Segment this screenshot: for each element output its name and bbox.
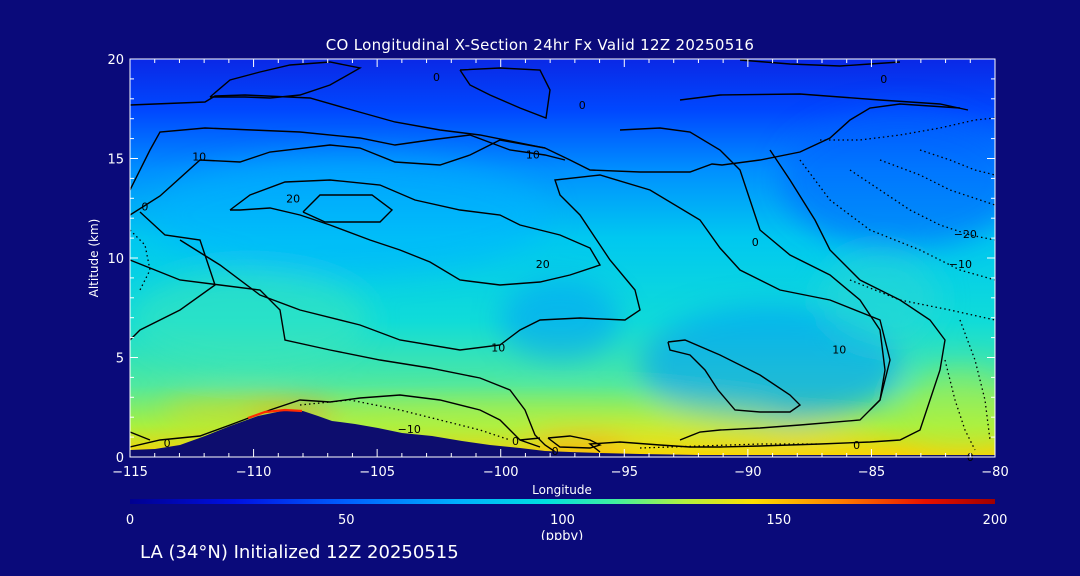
x-tick-label: −115: [112, 465, 148, 480]
x-tick-label: −95: [611, 465, 638, 480]
contour-line: [302, 194, 394, 223]
contour-line: [229, 179, 602, 286]
contour-line: [547, 435, 602, 449]
y-axis-label: Altitude (km): [87, 219, 101, 298]
terrain-profile: [130, 411, 995, 457]
colorbar-tick-label: 150: [766, 513, 791, 528]
dotted-contour: [919, 149, 995, 176]
contour-line: [679, 93, 969, 111]
contour-line: [619, 127, 886, 411]
contour-label: 10: [526, 149, 540, 162]
y-tick-label: 5: [116, 352, 124, 367]
dotted-contour: [639, 443, 820, 449]
x-tick-label: −85: [858, 465, 885, 480]
x-axis: −115 −110 −105 −100 −95 −90 −85 −80: [112, 59, 1009, 480]
colorbar-tick-label: 100: [550, 513, 575, 528]
y-tick-label: 15: [107, 153, 124, 168]
dotted-contour: [879, 159, 995, 206]
contour-line: [588, 149, 946, 453]
contour-label: −20: [954, 228, 977, 241]
x-tick-label: −110: [236, 465, 272, 480]
contour-label: 0: [433, 71, 440, 84]
contour-label: −10: [398, 423, 421, 436]
contour-label: 10: [192, 151, 206, 164]
colorbar-tick-label: 50: [338, 513, 355, 528]
contour-line: [130, 127, 566, 191]
contour-line: [130, 94, 961, 173]
y-tick-label: 20: [107, 53, 124, 68]
x-tick-label: −90: [734, 465, 761, 480]
contour-label: 0: [752, 236, 759, 249]
dotted-contour: [799, 159, 995, 281]
contour-label: 0: [579, 99, 586, 112]
colorbar-ticks: 0 50 100 150 200: [126, 513, 1008, 528]
contour-label: 0: [512, 435, 519, 448]
contour-label: 20: [286, 192, 300, 205]
negative-contours: [130, 117, 995, 451]
contour-label: 20: [536, 258, 550, 271]
y-tick-label: 10: [107, 252, 124, 267]
dotted-contour: [299, 399, 511, 441]
contour-line: [739, 59, 901, 67]
contour-line: [667, 339, 802, 413]
terrain-hot-edge: [247, 408, 303, 420]
colorbar-tick-label: 0: [126, 513, 134, 528]
colorbar-tick-label: 200: [983, 513, 1008, 528]
contour-line: [519, 437, 541, 441]
contour-label: −10: [949, 258, 972, 271]
contour-line: [459, 67, 551, 119]
contour-label: 10: [491, 342, 505, 355]
x-tick-label: −105: [359, 465, 395, 480]
contour-line: [130, 259, 561, 456]
dotted-contour: [959, 319, 991, 441]
y-tick-label: 0: [116, 451, 124, 466]
contour-line: [130, 139, 546, 216]
co-field: [130, 59, 995, 457]
contour-label: 0: [552, 445, 559, 458]
x-tick-label: −100: [483, 465, 519, 480]
contour-line: [130, 431, 151, 441]
contour-label: 10: [832, 344, 846, 357]
contour-label: 0: [853, 439, 860, 452]
y-axis: 0 5 10 15 20: [107, 53, 995, 466]
chart-title: CO Longitudinal X-Section 24hr Fx Valid …: [325, 36, 755, 54]
colorbar-units: (ppbv): [541, 529, 584, 540]
contour-label: 0: [141, 200, 148, 213]
run-info-subtitle: LA (34°N) Initialized 12Z 20250515: [140, 542, 459, 563]
colorbar: [130, 499, 995, 504]
contour-label: 0: [880, 73, 887, 86]
x-tick-label: −80: [981, 465, 1008, 480]
contour-line: [209, 61, 362, 99]
contour-label: 0: [164, 437, 171, 450]
contour-lines: [130, 59, 969, 456]
x-axis-label: Longitude: [532, 483, 592, 497]
